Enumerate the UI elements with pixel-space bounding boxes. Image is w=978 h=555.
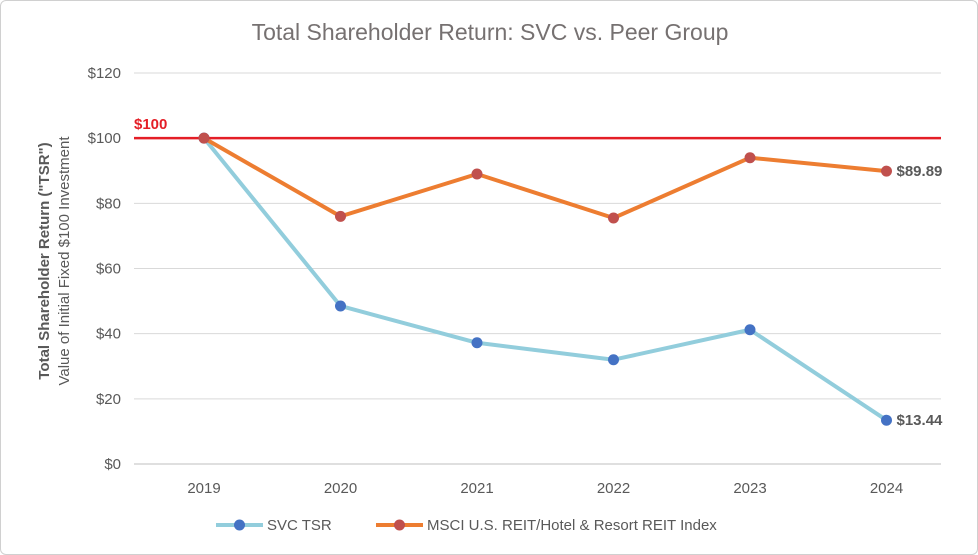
legend-item-svc: SVC TSR	[216, 517, 332, 534]
y-axis-title: Total Shareholder Return ("TSR")	[36, 142, 53, 379]
y-axis-ticks: $0 $20 $40 $60 $80 $100 $120	[88, 65, 121, 473]
x-tick-label: 2020	[324, 480, 357, 497]
data-point	[335, 210, 346, 222]
data-point	[198, 132, 210, 144]
legend-label-msci: MSCI U.S. REIT/Hotel & Resort REIT Index	[427, 517, 717, 534]
data-point	[881, 414, 892, 426]
gridlines	[134, 72, 941, 465]
y-tick-label: $60	[96, 261, 121, 278]
reference-line-label: $100	[134, 116, 167, 133]
data-point	[608, 212, 619, 224]
data-point	[744, 324, 756, 336]
y-axis-subtitle: Value of Initial Fixed $100 Investment	[56, 136, 73, 386]
x-tick-label: 2024	[870, 480, 903, 497]
y-tick-label: $120	[88, 65, 121, 82]
legend-label-svc: SVC TSR	[267, 517, 332, 534]
svc-end-label: $13.44	[897, 412, 944, 429]
legend-marker-msci	[394, 519, 405, 531]
reference-line-group: $100	[134, 116, 941, 140]
y-tick-label: $80	[96, 195, 121, 212]
end-labels: $13.44 $89.89	[897, 163, 944, 429]
x-tick-label: 2019	[187, 480, 220, 497]
legend: SVC TSR MSCI U.S. REIT/Hotel & Resort RE…	[216, 517, 717, 534]
x-tick-label: 2023	[733, 480, 766, 497]
y-tick-label: $40	[96, 326, 121, 343]
data-point	[335, 300, 346, 312]
y-tick-label: $0	[104, 456, 121, 473]
data-point	[471, 337, 483, 349]
data-point	[471, 168, 483, 180]
series-line-0	[202, 136, 889, 423]
x-axis-ticks: 2019 2020 2021 2022 2023 2024	[187, 480, 903, 497]
y-tick-label: $20	[96, 391, 121, 408]
legend-marker-svc	[234, 519, 245, 531]
series-layer	[198, 132, 892, 426]
data-point	[881, 165, 892, 177]
data-point	[608, 354, 619, 366]
y-tick-label: $100	[88, 130, 121, 147]
x-tick-label: 2021	[460, 480, 493, 497]
data-point	[744, 152, 756, 164]
y-axis-sublabel: Value of Initial Fixed $100 Investment	[56, 136, 73, 386]
series-line-1	[202, 136, 889, 220]
msci-end-label: $89.89	[897, 163, 943, 180]
legend-item-msci: MSCI U.S. REIT/Hotel & Resort REIT Index	[376, 517, 717, 534]
chart-title: Total Shareholder Return: SVC vs. Peer G…	[252, 19, 729, 45]
x-tick-label: 2022	[597, 480, 630, 497]
y-axis-label: Total Shareholder Return ("TSR")	[36, 142, 53, 379]
